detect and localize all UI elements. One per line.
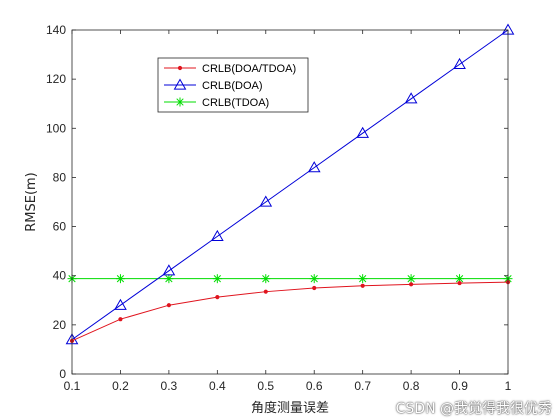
x-tick-label-3: 0.4	[209, 379, 226, 393]
y-tick-label-6: 120	[46, 72, 66, 86]
x-tick-label-0: 0.1	[64, 379, 81, 393]
series-1-point-2	[162, 264, 176, 276]
series-1-point-8	[453, 57, 466, 70]
series-2-point-2	[164, 274, 174, 284]
series-0-point-1	[118, 317, 123, 322]
axes-box	[71, 29, 509, 375]
y-tick-label-1: 20	[53, 318, 67, 332]
y-tick-label-0: 0	[59, 367, 66, 381]
series-1-point-5	[307, 161, 321, 173]
series-1-point-6	[356, 126, 370, 138]
series-line-0	[71, 281, 509, 342]
x-axis-label: 角度测量误差	[251, 400, 329, 416]
axes-layer	[71, 29, 509, 375]
series-2-point-6	[358, 274, 368, 284]
legend-label-2: CRLB(TDOA)	[202, 97, 269, 109]
series-0-point-7	[409, 282, 414, 287]
series-1-point-3	[210, 229, 224, 242]
watermark-text: CSDN @我觉得我很优秀	[395, 401, 552, 417]
series-2-point-1	[115, 274, 125, 284]
y-tick-label-2: 40	[53, 269, 67, 283]
series-1-point-4	[259, 195, 273, 207]
y-tick-label-7: 140	[46, 23, 66, 37]
series-0-point-8	[457, 280, 462, 286]
series-2-point-7	[406, 274, 416, 284]
series-0-point-3	[215, 294, 220, 300]
series-2-point-4	[261, 274, 271, 284]
legend-marker-2	[175, 97, 185, 107]
legend-marker-1	[173, 78, 187, 90]
series-layer	[65, 23, 515, 345]
y-tick-label-3: 60	[53, 220, 67, 234]
legend: CRLB(DOA/TDOA) CRLB(DOA) CRLB(TDOA)	[157, 57, 309, 113]
y-axis-label: RMSE(m)	[24, 172, 39, 232]
y-tick-label-4: 80	[53, 170, 67, 184]
legend-label-0: CRLB(DOA/TDOA)	[202, 63, 296, 75]
series-0-point-5	[312, 285, 317, 291]
y-tick-label-5: 100	[46, 121, 66, 135]
x-tick-label-1: 0.2	[112, 379, 129, 393]
tick-layer: 0.1 0.2 0.3 0.4 0.5 0.6 0.7 0.8 0.9 1 0 20 40 60 80 100…	[46, 23, 512, 393]
legend-label-1: CRLB(DOA)	[202, 80, 263, 92]
x-tick-label-7: 0.8	[403, 379, 420, 393]
series-1-point-1	[114, 298, 127, 310]
x-tick-label-4: 0.5	[257, 379, 274, 393]
x-tick-label-5: 0.6	[306, 379, 323, 393]
x-tick-label-2: 0.3	[161, 379, 178, 393]
x-tick-label-8: 0.9	[451, 379, 468, 393]
legend-marker-0	[177, 65, 183, 71]
series-1-point-7	[404, 92, 418, 104]
series-0-point-2	[166, 303, 171, 308]
series-0-point-4	[263, 289, 268, 294]
x-tick-label-6: 0.7	[354, 379, 371, 393]
x-tick-label-9: 1	[505, 379, 512, 393]
series-0-point-6	[360, 283, 365, 288]
series-2-point-3	[212, 274, 222, 284]
series-line-1	[71, 29, 509, 341]
series-2-point-5	[309, 274, 319, 284]
